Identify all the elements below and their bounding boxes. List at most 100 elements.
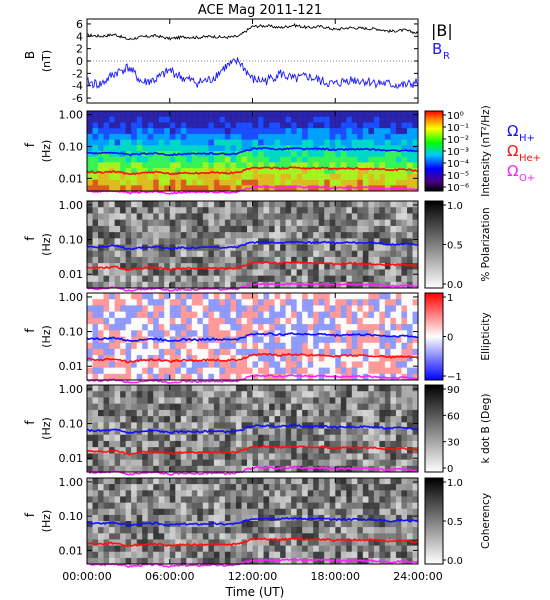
spectrogram-cell	[329, 256, 336, 264]
spectrogram-cell	[208, 238, 215, 245]
spectrogram-cell	[125, 385, 132, 392]
spectrogram-cell	[147, 459, 154, 467]
spectrogram-cell	[87, 361, 93, 368]
y-tick-label: 1.00	[59, 109, 84, 122]
spectrogram-cell	[92, 397, 99, 404]
colorbar-tick-label: 10⁻²	[447, 135, 469, 146]
spectrogram-cell	[329, 397, 336, 404]
spectrogram-cell	[219, 324, 226, 331]
spectrogram-cell	[142, 484, 149, 491]
spectrogram-cell	[368, 557, 375, 565]
spectrogram-cell	[175, 557, 182, 565]
spectrogram-cell	[285, 250, 292, 258]
spectrogram-cell	[164, 527, 171, 534]
spectrogram-cell	[407, 111, 413, 118]
spectrogram-cell	[197, 238, 204, 245]
spectrogram-cell	[235, 168, 242, 175]
spectrogram-cell	[324, 502, 331, 510]
spectrogram-cell	[208, 162, 215, 169]
spectrogram-cell	[164, 139, 171, 146]
spectrogram-cell	[208, 459, 215, 467]
spectrogram-cell	[87, 162, 93, 169]
spectrogram-cell	[241, 478, 248, 485]
spectrogram-cell	[114, 551, 121, 559]
spectrogram-cell	[186, 385, 193, 392]
spectrogram-cell	[318, 168, 325, 175]
spectrogram-cell	[401, 484, 408, 491]
spectrogram-cell	[379, 355, 386, 362]
spectrogram-cell	[158, 459, 165, 467]
spectrogram-cell	[318, 173, 325, 180]
spectrogram-cell	[390, 403, 397, 411]
spectrogram-cell	[340, 263, 347, 270]
spectrogram-cell	[296, 508, 303, 516]
spectrogram-cell	[197, 551, 204, 559]
spectrogram-cell	[213, 545, 220, 553]
spectrogram-cell	[307, 367, 314, 375]
spectrogram-cell	[313, 111, 320, 118]
spectrogram-cell	[395, 151, 402, 158]
spectrogram-cell	[407, 293, 413, 300]
spectrogram-cell	[390, 256, 397, 264]
spectrogram-cell	[313, 416, 320, 423]
colorbar-tick-label: 1.0	[447, 478, 463, 489]
spectrogram-cell	[373, 533, 380, 540]
spectrogram-cell	[263, 293, 270, 300]
spectrogram-cell	[230, 250, 237, 258]
legend-omega-he: Ω He+	[507, 142, 541, 164]
spectrogram-cell	[296, 111, 303, 118]
spectrogram-cell	[395, 422, 402, 429]
spectrogram-cell	[368, 367, 375, 375]
spectrogram-cell	[296, 156, 303, 163]
spectrogram-cell	[202, 173, 209, 180]
spectrogram-cell	[186, 293, 193, 300]
spectrogram-cell	[340, 275, 347, 283]
spectrogram-cell	[114, 539, 121, 546]
spectrogram-cell	[258, 293, 264, 300]
spectrogram-cell	[252, 263, 259, 270]
spectrogram-cell	[125, 145, 132, 152]
spectrogram-cell	[373, 122, 380, 129]
spectrogram-cell	[247, 484, 253, 491]
spectrogram-cell	[169, 293, 176, 300]
spectrogram-cell	[109, 156, 115, 163]
spectrogram-cell	[103, 311, 110, 319]
spectrogram-cell	[412, 293, 419, 300]
spectrogram-cell	[390, 293, 397, 300]
spectrogram-cell	[169, 275, 176, 283]
spectrogram-cell	[307, 324, 314, 331]
spectrogram-cell	[351, 162, 358, 169]
spectrogram-cell	[180, 116, 187, 123]
spectrogram-cell	[291, 373, 297, 381]
spectrogram-cell	[109, 385, 115, 392]
spectrogram-cell	[313, 557, 320, 565]
spectrogram-cell	[313, 207, 320, 214]
spectrogram-cell	[395, 122, 402, 129]
spectrogram-cell	[362, 299, 369, 306]
spectrogram-cell	[147, 373, 154, 381]
spectrogram-cell	[186, 373, 193, 381]
spectrogram-cell	[362, 434, 369, 442]
spectrogram-cell	[324, 508, 331, 516]
spectrogram-cell	[340, 484, 347, 491]
spectrogram-cell	[175, 111, 182, 118]
spectrogram-cell	[208, 145, 215, 152]
spectrogram-cell	[324, 336, 331, 344]
spectrogram-cell	[158, 367, 165, 375]
spectrogram-cell	[280, 133, 286, 140]
spectrogram-cell	[285, 179, 292, 186]
spectrogram-cell	[291, 416, 297, 423]
spectrogram-cell	[186, 355, 193, 362]
spectrogram-cell	[318, 213, 325, 220]
spectrogram-cell	[235, 256, 242, 264]
spectrogram-cell	[158, 545, 165, 553]
y-axis-label: f	[23, 236, 37, 241]
spectrogram-cell	[153, 434, 160, 442]
spectrogram-cell	[395, 168, 402, 175]
spectrogram-cell	[98, 225, 104, 233]
spectrogram-cell	[395, 440, 402, 448]
spectrogram-cell	[302, 459, 308, 467]
y-tick-label: -2	[72, 67, 83, 80]
spectrogram-cell	[335, 508, 342, 516]
spectrogram-cell	[230, 409, 237, 417]
